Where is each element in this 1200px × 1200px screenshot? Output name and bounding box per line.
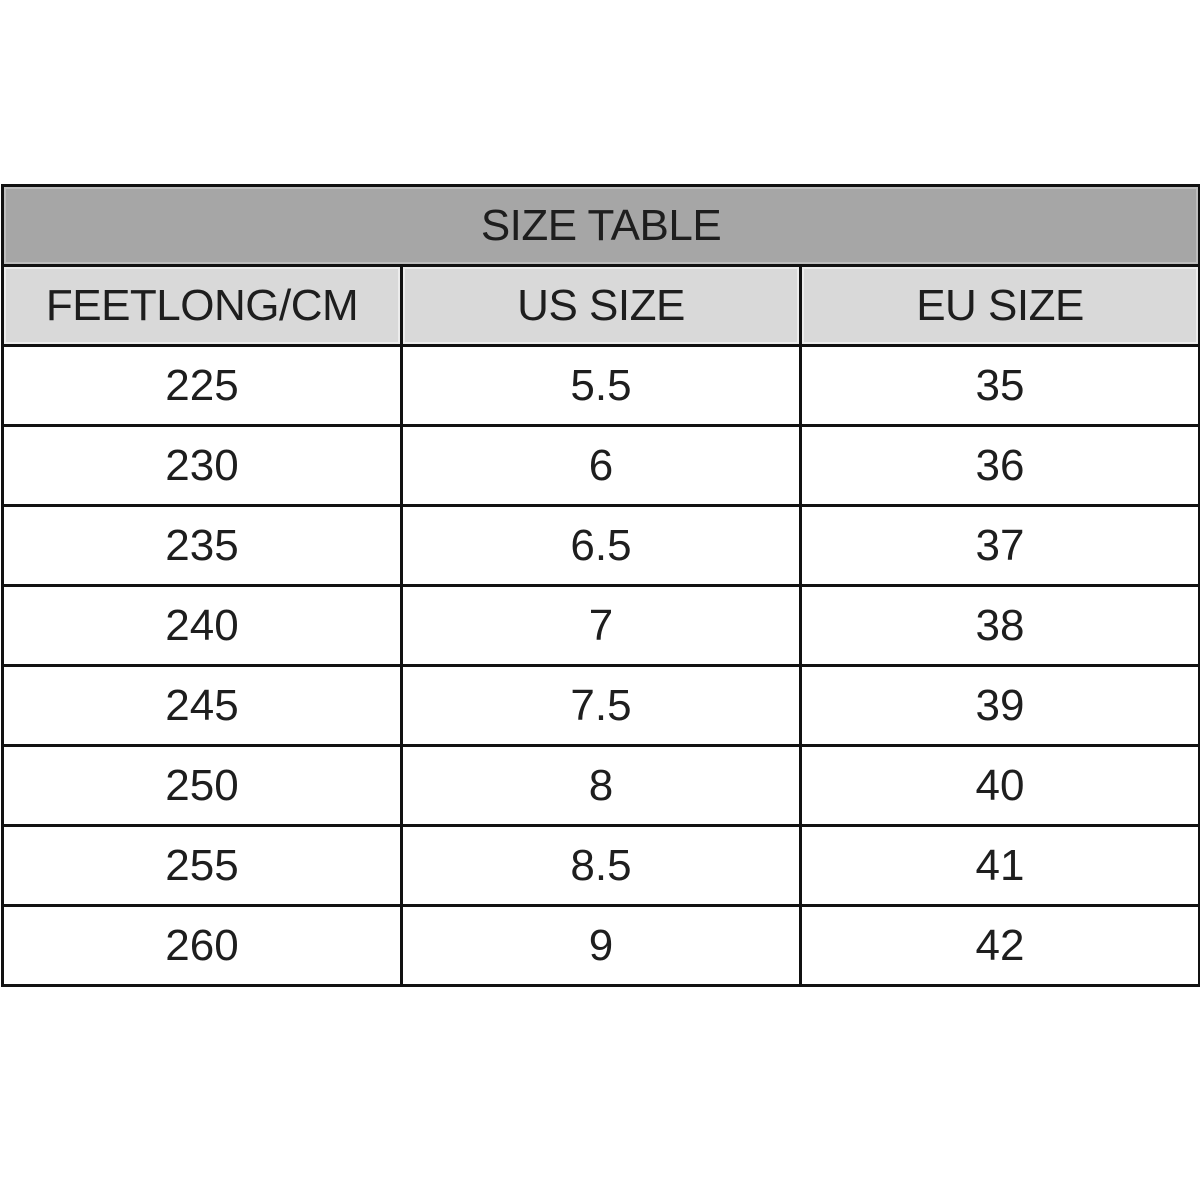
table-row: 225 5.5 35 <box>1 344 1200 427</box>
column-header-feetlong: FEETLONG/CM <box>1 264 403 347</box>
cell-us-size: 6 <box>400 424 802 507</box>
cell-feetlong: 235 <box>1 504 403 587</box>
cell-feetlong: 260 <box>1 904 403 987</box>
table-row: 250 8 40 <box>1 744 1200 827</box>
cell-us-size: 5.5 <box>400 344 802 427</box>
table-title: SIZE TABLE <box>0 184 1200 267</box>
cell-us-size: 7.5 <box>400 664 802 747</box>
cell-eu-size: 37 <box>798 504 1200 587</box>
cell-us-size: 7 <box>400 584 802 667</box>
table-row: 235 6.5 37 <box>1 504 1200 587</box>
cell-us-size: 8.5 <box>400 824 802 907</box>
table-title-row: SIZE TABLE <box>0 184 1200 267</box>
table-header-row: FEETLONG/CM US SIZE EU SIZE <box>1 264 1200 347</box>
table-row: 240 7 38 <box>1 584 1200 667</box>
cell-us-size: 6.5 <box>400 504 802 587</box>
cell-feetlong: 230 <box>1 424 403 507</box>
table-row: 230 6 36 <box>1 424 1200 507</box>
cell-feetlong: 240 <box>1 584 403 667</box>
table-row: 245 7.5 39 <box>1 664 1200 747</box>
table-row: 260 9 42 <box>1 904 1200 987</box>
cell-eu-size: 40 <box>798 744 1200 827</box>
cell-eu-size: 42 <box>798 904 1200 987</box>
size-table: SIZE TABLE FEETLONG/CM US SIZE EU SIZE 2… <box>0 184 1200 987</box>
cell-feetlong: 255 <box>1 824 403 907</box>
cell-eu-size: 35 <box>798 344 1200 427</box>
table-row: 255 8.5 41 <box>1 824 1200 907</box>
cell-us-size: 8 <box>400 744 802 827</box>
cell-feetlong: 225 <box>1 344 403 427</box>
column-header-us-size: US SIZE <box>400 264 802 347</box>
cell-feetlong: 250 <box>1 744 403 827</box>
cell-eu-size: 41 <box>798 824 1200 907</box>
cell-eu-size: 38 <box>798 584 1200 667</box>
cell-feetlong: 245 <box>1 664 403 747</box>
column-header-eu-size: EU SIZE <box>798 264 1200 347</box>
cell-eu-size: 39 <box>798 664 1200 747</box>
cell-eu-size: 36 <box>798 424 1200 507</box>
cell-us-size: 9 <box>400 904 802 987</box>
